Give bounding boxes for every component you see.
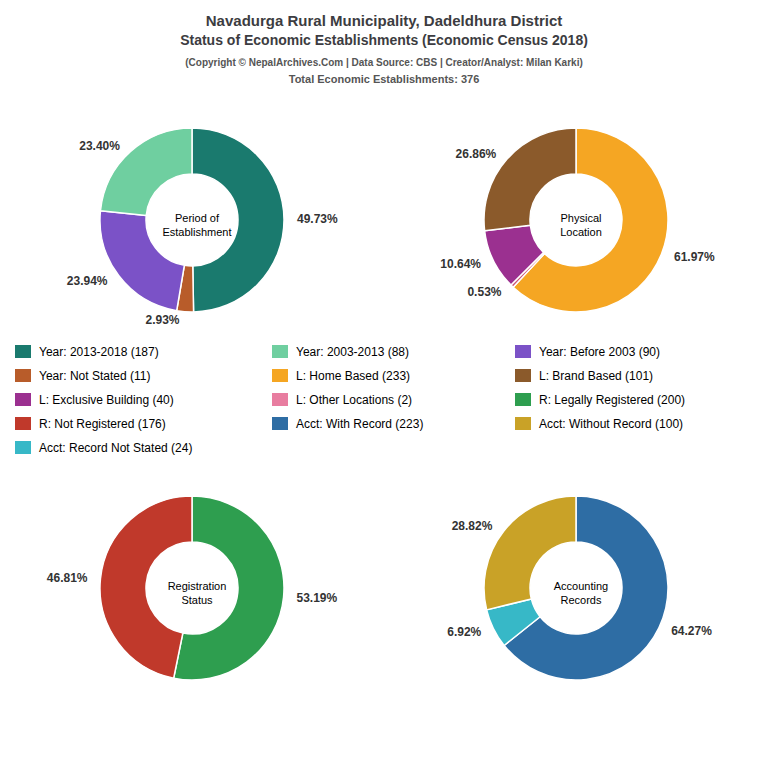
svg-text:Records: Records <box>561 594 602 606</box>
svg-text:Establishment: Establishment <box>162 226 231 238</box>
svg-text:L: Other Locations (2): L: Other Locations (2) <box>296 393 412 407</box>
svg-text:(Copyright © NepalArchives.Com: (Copyright © NepalArchives.Com | Data So… <box>185 57 583 68</box>
svg-text:L: Exclusive Building (40): L: Exclusive Building (40) <box>39 393 174 407</box>
svg-text:49.73%: 49.73% <box>297 212 338 226</box>
svg-text:Navadurga Rural Municipality,: Navadurga Rural Municipality, Dadeldhura… <box>206 12 562 29</box>
svg-text:R: Not Registered (176): R: Not Registered (176) <box>39 417 166 431</box>
svg-text:10.64%: 10.64% <box>440 257 481 271</box>
svg-text:0.53%: 0.53% <box>467 285 501 299</box>
svg-text:Year: 2013-2018 (187): Year: 2013-2018 (187) <box>39 345 159 359</box>
svg-text:64.27%: 64.27% <box>671 624 712 638</box>
svg-text:28.82%: 28.82% <box>452 519 493 533</box>
svg-text:Year: 2003-2013 (88): Year: 2003-2013 (88) <box>296 345 409 359</box>
svg-text:26.86%: 26.86% <box>456 147 497 161</box>
svg-text:Total Economic Establishments:: Total Economic Establishments: 376 <box>289 73 480 85</box>
svg-text:53.19%: 53.19% <box>296 591 337 605</box>
svg-text:Status of Economic Establishme: Status of Economic Establishments (Econo… <box>180 32 588 48</box>
svg-text:61.97%: 61.97% <box>674 250 715 264</box>
svg-text:Year: Not Stated (11): Year: Not Stated (11) <box>39 369 150 383</box>
svg-text:Acct: With Record (223): Acct: With Record (223) <box>296 417 423 431</box>
svg-text:L: Brand Based (101): L: Brand Based (101) <box>539 369 653 383</box>
svg-text:Physical: Physical <box>561 212 602 224</box>
svg-text:23.40%: 23.40% <box>79 139 120 153</box>
svg-text:Acct: Without Record (100): Acct: Without Record (100) <box>539 417 683 431</box>
svg-text:Acct: Record Not Stated (24): Acct: Record Not Stated (24) <box>39 441 192 455</box>
svg-text:46.81%: 46.81% <box>47 571 88 585</box>
svg-text:23.94%: 23.94% <box>67 274 108 288</box>
svg-text:Status: Status <box>181 594 213 606</box>
svg-text:Registration: Registration <box>168 580 227 592</box>
svg-text:Year: Before 2003 (90): Year: Before 2003 (90) <box>539 345 660 359</box>
svg-text:Location: Location <box>560 226 602 238</box>
svg-text:Period of: Period of <box>175 212 220 224</box>
svg-text:2.93%: 2.93% <box>145 313 179 327</box>
svg-text:6.92%: 6.92% <box>447 625 481 639</box>
svg-text:Accounting: Accounting <box>554 580 608 592</box>
svg-text:R: Legally Registered (200): R: Legally Registered (200) <box>539 393 685 407</box>
svg-text:L: Home Based (233): L: Home Based (233) <box>296 369 410 383</box>
